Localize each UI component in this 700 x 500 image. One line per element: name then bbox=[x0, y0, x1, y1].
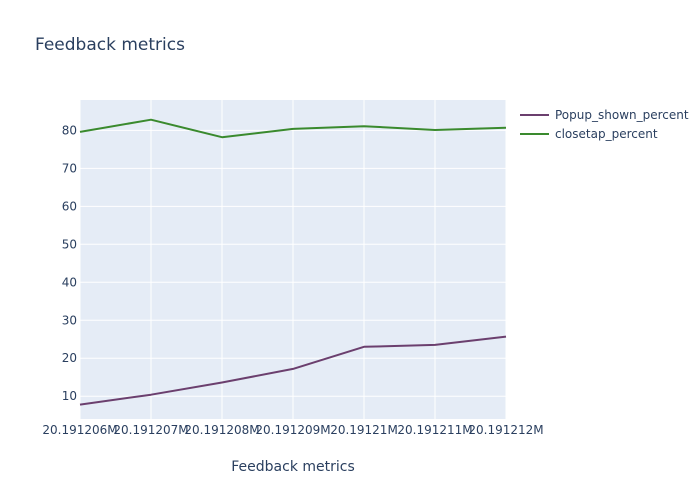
x-axis-title: Feedback metrics bbox=[231, 459, 355, 475]
y-tick-label: 10 bbox=[62, 389, 77, 403]
y-tick-label: 60 bbox=[62, 199, 77, 213]
y-tick-label: 20 bbox=[62, 351, 77, 365]
x-tick-label: 20.191212M bbox=[468, 423, 543, 437]
x-tick-label: 20.191206M bbox=[42, 423, 117, 437]
y-tick-label: 80 bbox=[62, 123, 77, 137]
y-tick-label: 30 bbox=[62, 313, 77, 327]
x-tick-label: 20.191207M bbox=[113, 423, 188, 437]
legend-item-closetap-percent[interactable]: closetap_percent bbox=[520, 127, 658, 141]
chart-title: Feedback metrics bbox=[35, 35, 185, 55]
x-axis-ticks: 20.191206M20.191207M20.191208M20.191209M… bbox=[42, 423, 543, 437]
y-tick-label: 50 bbox=[62, 237, 77, 251]
y-axis-ticks: 10 20 30 40 50 60 70 80 bbox=[62, 123, 77, 403]
x-gridlines bbox=[79, 100, 507, 419]
x-tick-label: 20.191211M bbox=[397, 423, 472, 437]
series-lines bbox=[79, 118, 507, 406]
x-tick-label: 20.191209M bbox=[255, 423, 330, 437]
legend[interactable]: Popup_shown_percent closetap_percent bbox=[520, 108, 689, 141]
legend-label: closetap_percent bbox=[555, 127, 658, 141]
x-tick-label: 20.191208M bbox=[184, 423, 259, 437]
x-tick-label: 20.19121M bbox=[330, 423, 398, 437]
legend-label: Popup_shown_percent bbox=[555, 108, 689, 122]
y-tick-label: 70 bbox=[62, 161, 77, 175]
y-tick-label: 40 bbox=[62, 275, 77, 289]
legend-item-popup-shown-percent[interactable]: Popup_shown_percent bbox=[520, 108, 689, 122]
series-line-closetap-percent[interactable] bbox=[79, 118, 507, 139]
series-line-popup-shown-percent[interactable] bbox=[79, 335, 507, 406]
